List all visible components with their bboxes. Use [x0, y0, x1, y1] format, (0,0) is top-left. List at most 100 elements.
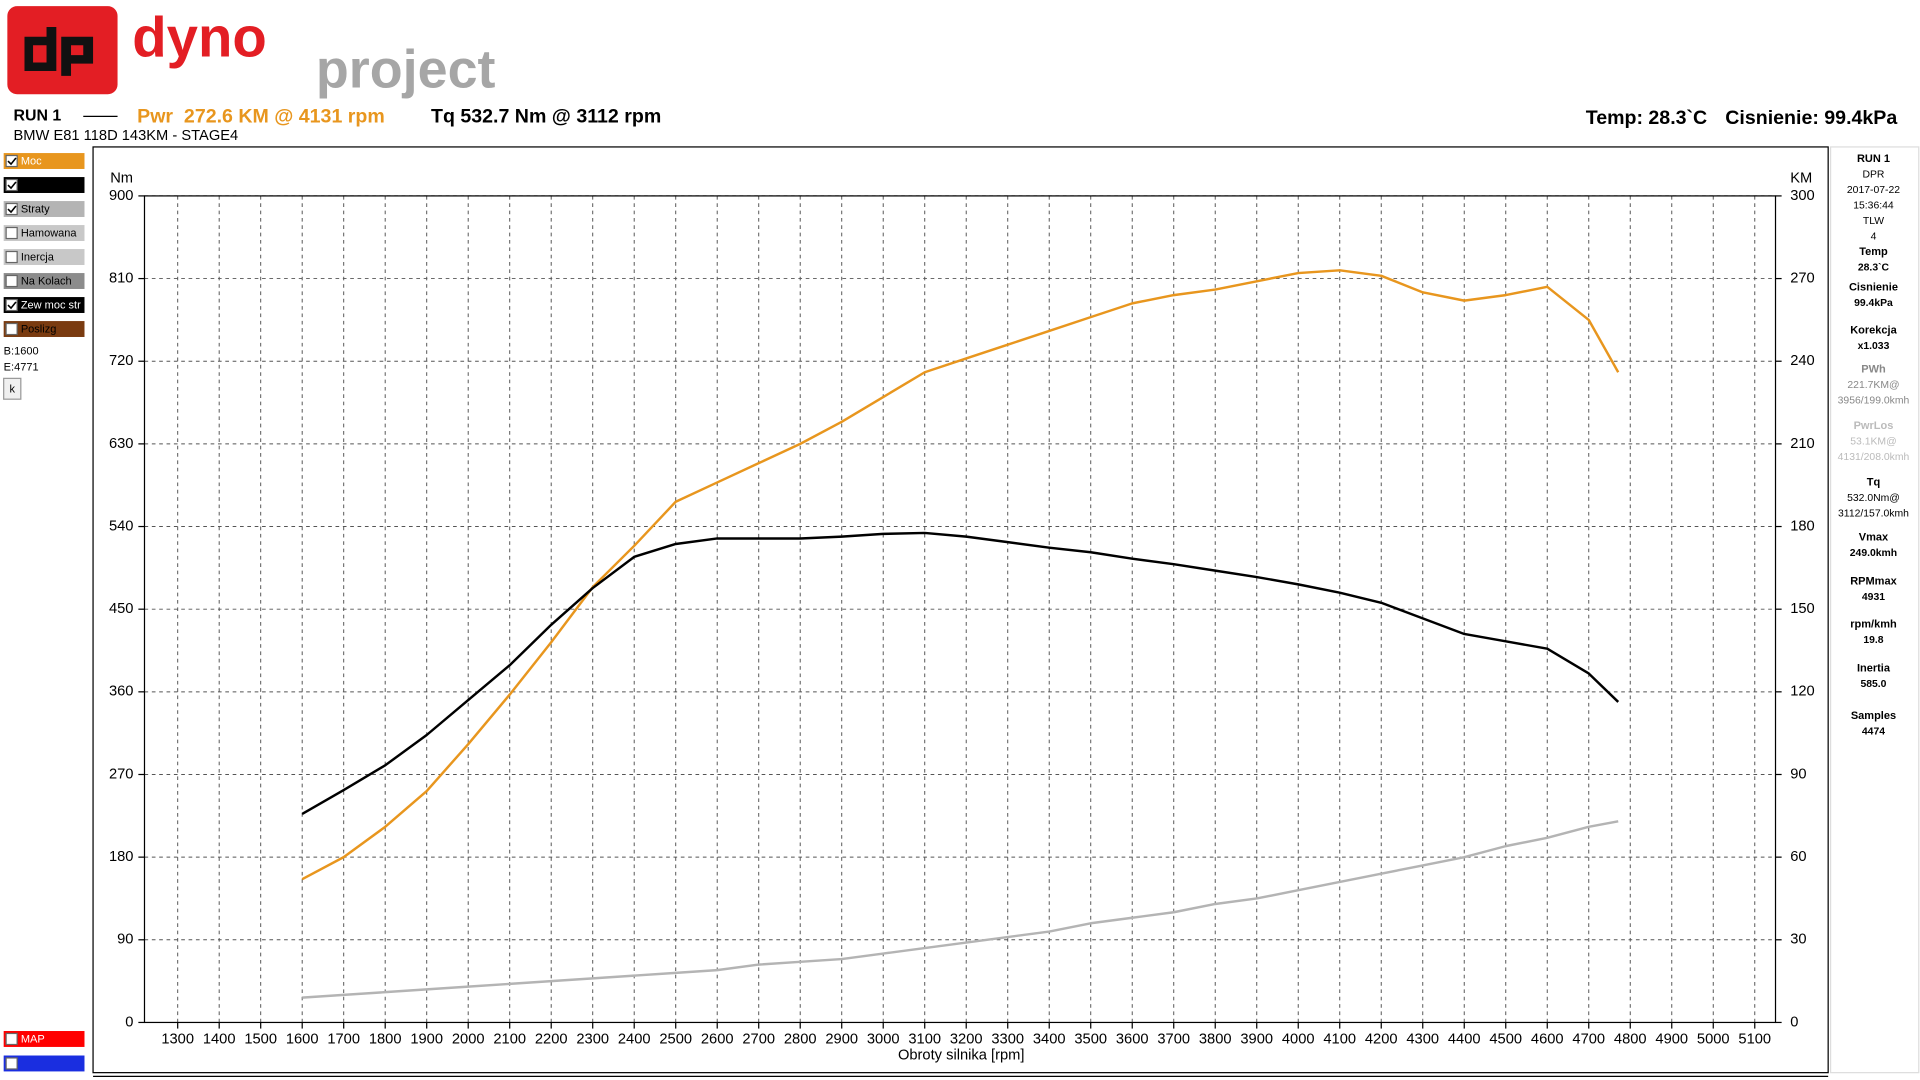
panel-swatch: [3, 1031, 85, 1047]
info-text: 15:36:44: [1853, 201, 1894, 212]
y-tick-label: 900: [109, 188, 134, 204]
x-tick-label: 2800: [784, 1031, 817, 1047]
x-tick-label: 4900: [1655, 1031, 1688, 1047]
x-tick-label: 1400: [203, 1031, 236, 1047]
panel-label[interactable]: Poslizg: [21, 324, 57, 336]
checkbox[interactable]: [5, 154, 18, 168]
checkbox[interactable]: [5, 226, 18, 240]
info-text: Tq: [1867, 476, 1880, 488]
begin-rpm: B:1600: [4, 345, 39, 357]
info-text: 585.0: [1860, 679, 1886, 690]
y-axis-label: Nm: [110, 171, 133, 187]
y-tick-label: 180: [109, 849, 134, 865]
k-button[interactable]: [3, 377, 22, 400]
x-tick-label: 3000: [867, 1031, 900, 1047]
checkbox[interactable]: [5, 178, 18, 192]
x-tick-label: 2400: [618, 1031, 651, 1047]
x-tick-label: 1800: [369, 1031, 402, 1047]
y2-tick-label: 120: [1790, 684, 1815, 700]
checkbox[interactable]: [5, 322, 18, 336]
plot-border: [143, 195, 1777, 1024]
panel-label[interactable]: Straty: [21, 204, 50, 216]
logo-word: dyno: [132, 6, 267, 69]
x-tick-label: 3800: [1199, 1031, 1232, 1047]
logo-mark: [24, 26, 94, 76]
chart-frame: [92, 146, 1829, 1074]
x-tick-label: 2000: [452, 1031, 485, 1047]
x-tick-label: 2300: [576, 1031, 609, 1047]
panel-swatch: [3, 249, 85, 265]
y2-tick-label: 270: [1790, 270, 1815, 286]
x-tick-label: 3700: [1157, 1031, 1190, 1047]
x-tick-label: 1700: [327, 1031, 360, 1047]
panel-swatch: [3, 177, 85, 193]
y-tick-label: 810: [109, 270, 134, 286]
checkmark: [7, 205, 17, 214]
y-tick-label: 450: [109, 601, 134, 617]
x-tick-label: 4700: [1572, 1031, 1605, 1047]
panel-label[interactable]: Moc: [21, 156, 42, 168]
series-line: [301, 269, 1620, 881]
y2-tick-label: 240: [1790, 353, 1815, 369]
pressure: Cisnienie: 99.4kPa: [1725, 107, 1898, 129]
checkbox[interactable]: [5, 274, 18, 288]
info-text: PWh: [1861, 364, 1886, 376]
info-text: 2017-07-22: [1847, 185, 1900, 196]
checkbox[interactable]: [5, 1057, 18, 1070]
checkbox[interactable]: [5, 202, 18, 216]
info-text: PwrLos: [1854, 420, 1894, 432]
info-text: 99.4kPa: [1854, 298, 1893, 309]
info-text: 249.0kmh: [1850, 548, 1897, 559]
panel-swatch: [3, 297, 85, 313]
info-text: 532.0Nm@: [1847, 493, 1900, 504]
y2-tick-label: 60: [1790, 849, 1806, 865]
panel-label[interactable]: Hamowana: [21, 228, 78, 240]
checkbox[interactable]: [5, 298, 18, 312]
power-peak: Pwr 272.6 KM @ 4131 rpm: [137, 106, 385, 128]
run-label: RUN 1: [13, 108, 61, 125]
x-tick-label: 3500: [1074, 1031, 1107, 1047]
end-rpm: E:4771: [4, 361, 39, 373]
info-text: Korekcja: [1850, 325, 1897, 337]
x-tick-label: 4000: [1282, 1031, 1315, 1047]
x-tick-label: 2100: [493, 1031, 526, 1047]
x-axis-label: Obroty silnika [rpm]: [898, 1047, 1025, 1063]
y-tick-label: 540: [109, 518, 134, 534]
panel-label[interactable]: Inercja: [21, 252, 55, 264]
x-tick-label: 4200: [1365, 1031, 1398, 1047]
panel-label[interactable]: Na Kolach: [21, 276, 72, 288]
y-tick-label: 720: [109, 353, 134, 369]
y2-tick-label: 30: [1790, 932, 1806, 948]
x-tick-label: 4100: [1323, 1031, 1356, 1047]
checkbox[interactable]: [5, 1032, 18, 1046]
info-text: RUN 1: [1857, 153, 1890, 165]
x-tick-label: 4600: [1531, 1031, 1564, 1047]
x-tick-label: 1600: [286, 1031, 319, 1047]
k-button-label[interactable]: k: [9, 383, 15, 395]
x-tick-label: 3400: [1033, 1031, 1066, 1047]
checkbox[interactable]: [5, 250, 18, 264]
y2-tick-label: 300: [1790, 188, 1815, 204]
x-tick-label: 1500: [244, 1031, 277, 1047]
info-text: Samples: [1851, 710, 1896, 722]
series-line: [302, 820, 1619, 999]
info-text: RPMmax: [1850, 576, 1897, 588]
y2-tick-label: 0: [1790, 1014, 1798, 1030]
info-text: TLW: [1863, 216, 1884, 227]
info-text: 19.8: [1863, 635, 1883, 646]
panel-swatch: [3, 153, 85, 169]
panel-swatch: [3, 225, 85, 241]
panel-label[interactable]: MAP: [21, 1033, 45, 1045]
info-text: x1.033: [1858, 341, 1890, 352]
info-text: Temp: [1859, 246, 1888, 258]
y2-tick-label: 90: [1790, 766, 1806, 782]
info-text: 3112/157.0kmh: [1838, 508, 1909, 519]
info-text: 4131/208.0kmh: [1838, 452, 1910, 463]
y-tick-label: 630: [109, 436, 134, 452]
panel-label[interactable]: Zew moc str: [21, 300, 81, 312]
torque-peak: Tq 532.7 Nm @ 3112 rpm: [431, 106, 661, 128]
checkmark: [7, 301, 17, 310]
info-text: Cisnienie: [1849, 282, 1898, 294]
y-tick-label: 0: [125, 1014, 133, 1030]
